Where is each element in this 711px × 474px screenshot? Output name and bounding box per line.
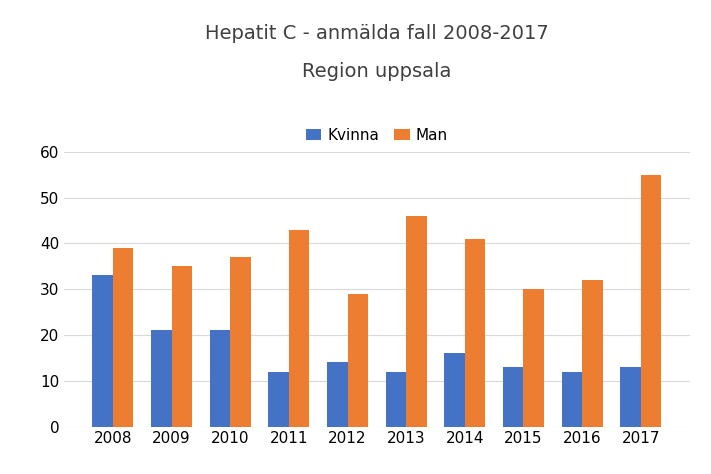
Bar (327, 363, 348, 427)
Bar (348, 294, 368, 427)
Bar (151, 330, 171, 427)
Bar (562, 372, 582, 427)
Bar (92, 275, 113, 427)
Bar (465, 239, 486, 427)
Bar (444, 353, 465, 427)
Bar (171, 266, 192, 427)
Bar (406, 216, 427, 427)
Bar (268, 372, 289, 427)
Bar (113, 248, 134, 427)
Text: Hepatit C - anmälda fall 2008-2017: Hepatit C - anmälda fall 2008-2017 (205, 24, 549, 43)
Text: Region uppsala: Region uppsala (302, 62, 451, 81)
Bar (641, 174, 661, 427)
Bar (620, 367, 641, 427)
Bar (230, 257, 251, 427)
Bar (582, 280, 603, 427)
Bar (523, 289, 544, 427)
Bar (503, 367, 523, 427)
Bar (385, 372, 406, 427)
Bar (289, 229, 309, 427)
Bar (210, 330, 230, 427)
Legend: Kvinna, Man: Kvinna, Man (300, 121, 454, 149)
